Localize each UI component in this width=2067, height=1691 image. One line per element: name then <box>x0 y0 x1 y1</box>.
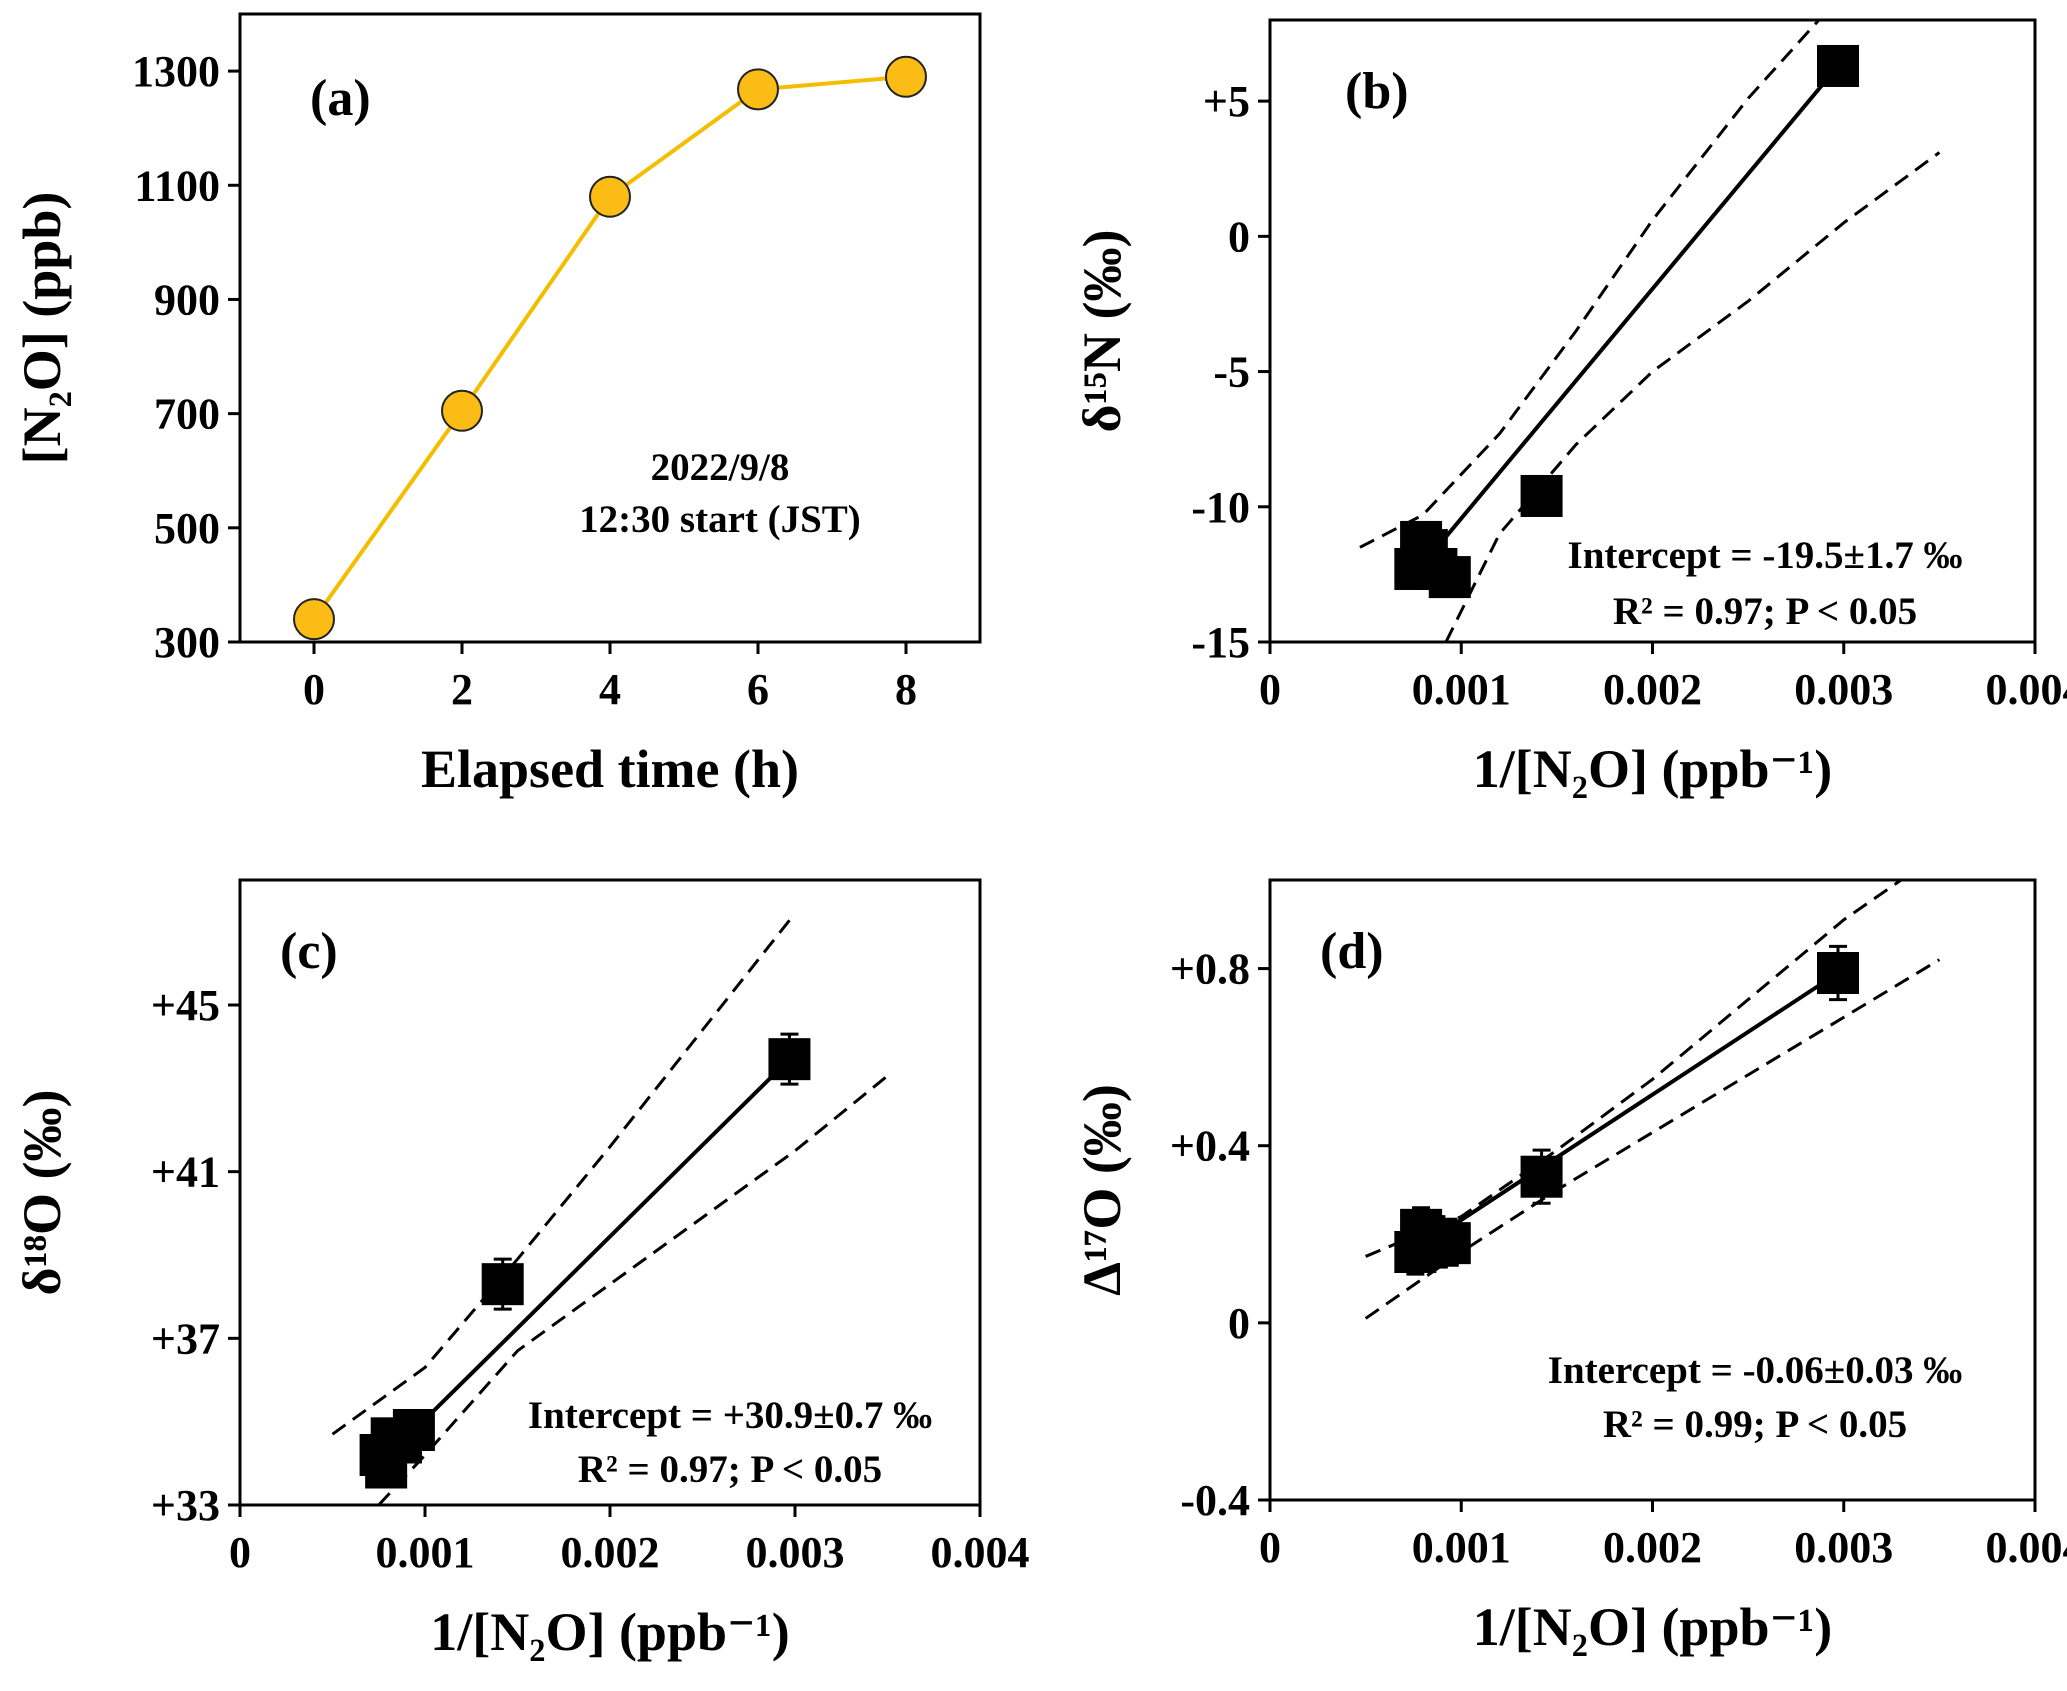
panel-b: 0 0.001 0.002 0.003 0.004 -15 -10 -5 0 +5 1/[N₂O] … <box>1072 18 2067 799</box>
annotation-intercept: Intercept = -19.5±1.7 ‰ <box>1568 534 1963 577</box>
x-tick-label: 0 <box>229 1528 251 1577</box>
y-axis-title: δ¹⁸O (‰) <box>12 1090 72 1296</box>
annotation-intercept: Intercept = +30.9±0.7 ‰ <box>528 1394 932 1437</box>
x-tick-label: 0.001 <box>1412 1523 1511 1572</box>
x-tick-label: 8 <box>895 665 917 714</box>
y-tick-label: +33 <box>151 1481 220 1530</box>
y-tick-label: +0.8 <box>1170 945 1250 994</box>
data-point <box>885 55 927 98</box>
panel-a: 0 2 4 6 8 300 500 700 900 1100 1300 Elapsed time (h… <box>12 12 982 799</box>
y-tick-label: -0.4 <box>1180 1476 1250 1525</box>
regression-line <box>1418 971 1840 1250</box>
confidence-upper <box>1359 20 1821 549</box>
data-point <box>1428 1222 1471 1265</box>
y-axis-title: Δ¹⁷O (‰) <box>1072 1084 1132 1296</box>
data-point <box>293 598 335 641</box>
y-axis-title: δ¹⁵N (‰) <box>1072 230 1132 433</box>
annotation-r2: R² = 0.97; P < 0.05 <box>1613 590 1917 633</box>
panel-label-c: (c) <box>280 923 338 980</box>
data-point <box>481 1263 524 1306</box>
y-tick-label: 0 <box>1228 1299 1250 1348</box>
x-tick-label: 0.002 <box>1603 665 1702 714</box>
y-tick-label: 1300 <box>132 47 220 96</box>
x-tick-label: 6 <box>747 665 769 714</box>
x-tick-label: 0 <box>1259 665 1281 714</box>
x-tick-label: 4 <box>599 665 621 714</box>
panel-d: 00.0010.0020.0030.004-0.40+0.4+0.81/[N₂O… <box>1072 878 2067 1657</box>
y-tick-label: 1100 <box>134 161 220 210</box>
data-point <box>1817 44 1860 87</box>
confidence-upper <box>1365 880 1902 1258</box>
annotation-intercept: Intercept = -0.06±0.03 ‰ <box>1548 1349 1962 1392</box>
y-tick-label: 500 <box>154 504 220 553</box>
x-tick-label: 0.003 <box>1794 665 1893 714</box>
x-tick-label: 0.004 <box>1986 665 2067 714</box>
confidence-lower <box>1364 958 1941 1320</box>
panel-label-b: (b) <box>1345 63 1409 120</box>
y-tick-label: +37 <box>151 1314 220 1363</box>
y-tick-label: -15 <box>1191 618 1250 667</box>
x-tick-label: 0.001 <box>1412 665 1511 714</box>
data-point <box>768 1038 811 1081</box>
data-point <box>589 175 631 218</box>
x-tick-label: 0.002 <box>561 1528 660 1577</box>
y-tick-label: +5 <box>1203 77 1250 126</box>
x-tick-label: 2 <box>451 665 473 714</box>
y-tick-label: 300 <box>154 618 220 667</box>
y-tick-label: 700 <box>154 390 220 439</box>
annotation-r2: R² = 0.99; P < 0.05 <box>1603 1403 1907 1446</box>
panel-c: 0 0.001 0.002 0.003 0.004 +33 +37 +41 +45 1/[N₂O]… <box>12 878 1030 1662</box>
regression-line <box>379 1057 791 1465</box>
regression-line <box>1417 64 1840 571</box>
panel-label-d: (d) <box>1320 923 1384 980</box>
x-axis-title: Elapsed time (h) <box>421 739 799 799</box>
x-axis-title: 1/[N₂O] (ppb⁻¹) <box>430 1602 789 1662</box>
x-tick-label: 0 <box>1259 1523 1281 1572</box>
x-axis-title: 1/[N₂O] (ppb⁻¹) <box>1473 739 1832 799</box>
y-axis-title: [N₂O] (ppb) <box>12 192 72 465</box>
fit-lines <box>331 912 889 1505</box>
data-point <box>1817 952 1860 994</box>
data-point <box>1428 556 1471 599</box>
x-tick-label: 0.003 <box>746 1528 845 1577</box>
fit-lines <box>1364 880 1941 1320</box>
x-tick-label: 0.001 <box>376 1528 475 1577</box>
y-tick-label: -5 <box>1213 348 1250 397</box>
panel-label-a: (a) <box>310 70 371 127</box>
confidence-lower <box>377 1074 889 1505</box>
annotation-start: 12:30 start (JST) <box>579 498 861 541</box>
x-tick-label: 0.004 <box>931 1528 1030 1577</box>
x-axis-title: 1/[N₂O] (ppb⁻¹) <box>1473 1597 1832 1657</box>
y-tick-label: +45 <box>151 981 220 1030</box>
data-point <box>1520 474 1563 517</box>
confidence-upper <box>331 912 797 1436</box>
data-point <box>1520 1155 1563 1198</box>
y-tick-label: +41 <box>151 1148 220 1197</box>
data-point <box>737 68 779 111</box>
y-tick-label: 0 <box>1228 212 1250 261</box>
y-tick-label: +0.4 <box>1170 1122 1250 1171</box>
data-point <box>392 1409 435 1451</box>
annotation-date: 2022/9/8 <box>651 446 790 489</box>
x-tick-label: 0.002 <box>1603 1523 1702 1572</box>
y-tick-label: -10 <box>1191 483 1250 532</box>
y-tick-label: 900 <box>154 275 220 324</box>
confidence-lower <box>1444 151 1941 642</box>
fit-lines <box>1359 20 1941 642</box>
x-tick-label: 0.004 <box>1986 1523 2067 1572</box>
annotation-r2: R² = 0.97; P < 0.05 <box>578 1448 882 1491</box>
data-point <box>441 389 483 432</box>
x-tick-label: 0.003 <box>1794 1523 1893 1572</box>
x-tick-label: 0 <box>303 665 325 714</box>
